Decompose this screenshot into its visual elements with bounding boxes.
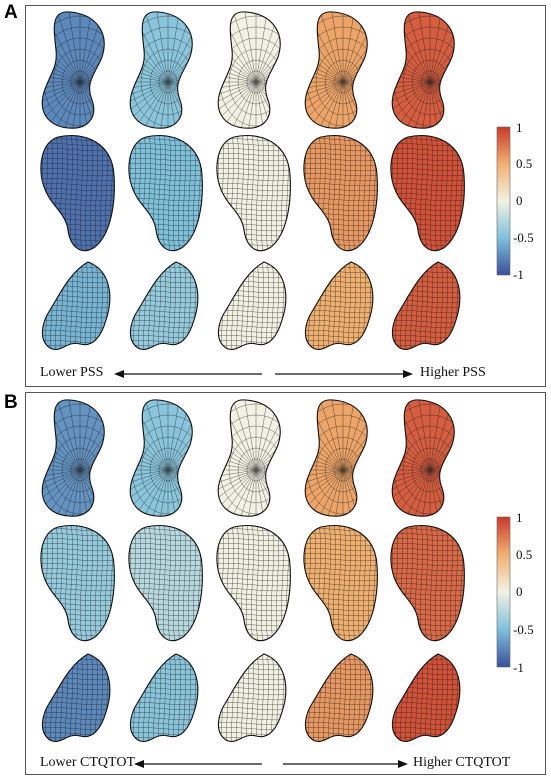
shape-a-row3-col4 <box>304 261 374 350</box>
colorbar-a-tick-0: 0 <box>516 193 523 208</box>
shape-b-row2-col4 <box>303 525 378 642</box>
shape-b-row2-col2 <box>128 525 203 642</box>
shape-a-row2-col4 <box>303 135 378 252</box>
colorbar-a-tick-1: 1 <box>516 120 523 135</box>
colorbar-b-tick-0.5: 0.5 <box>516 547 533 562</box>
shape-b-row2-col3 <box>216 525 291 642</box>
colorbar-b-tick-0: 0 <box>516 584 523 599</box>
shape-b-row2-col1 <box>40 525 115 642</box>
shape-b-row3-col4 <box>304 653 374 742</box>
colorbar-b-tick-neg0.5: -0.5 <box>513 622 534 637</box>
arrow-left-b <box>134 760 262 768</box>
caption-higher-pss: Higher PSS <box>420 365 486 380</box>
shape-a-row3-col3 <box>217 261 287 350</box>
shape-b-row2-col5 <box>390 525 465 642</box>
colorbar-b <box>496 516 511 668</box>
colorbar-a <box>496 126 511 276</box>
caption-higher-ctqtot: Higher CTQTOT <box>413 755 511 770</box>
caption-lower-pss: Lower PSS <box>40 365 104 380</box>
colorbar-a-tick-neg1: -1 <box>513 267 524 282</box>
panel-b-letter: B <box>4 392 18 413</box>
shape-b-row3-col3 <box>217 653 287 742</box>
shape-a-row2-col1 <box>40 135 115 252</box>
shape-a-row3-col2 <box>129 261 199 350</box>
arrow-left-a <box>114 370 262 378</box>
colorbar-b-tick-neg1: -1 <box>513 660 524 675</box>
colorbar-a-tick-neg0.5: -0.5 <box>513 230 534 245</box>
caption-lower-ctqtot: Lower CTQTOT <box>40 755 135 770</box>
colorbar-b-tick-1: 1 <box>516 510 523 525</box>
shape-b-row1-col4 <box>304 399 368 517</box>
panel-b-frame <box>25 392 546 775</box>
shape-a-row2-col5 <box>390 135 465 252</box>
arrow-right-b <box>283 760 408 768</box>
shape-a-row2-col2 <box>128 135 203 252</box>
shape-a-row2-col3 <box>216 135 291 252</box>
panel-a-frame <box>25 5 546 387</box>
arrow-right-a <box>275 370 413 378</box>
colorbar-a-tick-0.5: 0.5 <box>516 156 533 171</box>
panel-a-letter: A <box>4 2 18 23</box>
